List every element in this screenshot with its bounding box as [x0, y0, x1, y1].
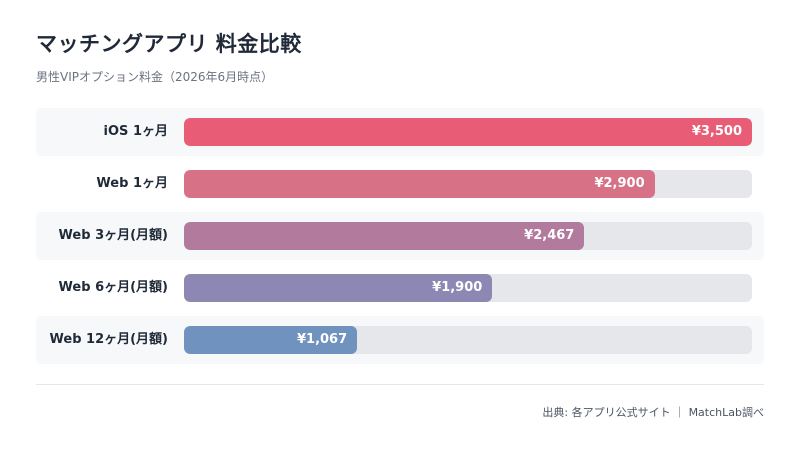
bar-track: ¥2,467 — [184, 222, 752, 250]
bar-row: Web 6ヶ月(月額) ¥1,900 — [36, 264, 764, 312]
bar-value-label: ¥3,500 — [691, 124, 742, 139]
divider — [36, 384, 764, 385]
chart-title: マッチングアプリ 料金比較 — [36, 32, 302, 56]
bar-chart: iOS 1ヶ月 ¥3,500 Web 1ヶ月 ¥2,900 Web 3ヶ月(月額) ¥2,… — [36, 108, 764, 368]
source-note: 出典: 各アプリ公式サイト ｜ MatchLab調べ — [542, 406, 764, 419]
bar-category-label: Web 6ヶ月(月額) — [58, 280, 168, 295]
bar: ¥2,467 — [184, 222, 585, 250]
bar-category-label: Web 3ヶ月(月額) — [58, 228, 168, 243]
bar-value-label: ¥1,900 — [432, 280, 483, 295]
bar-track: ¥3,500 — [184, 118, 752, 146]
bar-value-label: ¥2,467 — [524, 228, 575, 243]
bar-track: ¥1,067 — [184, 326, 752, 354]
bar-row: iOS 1ヶ月 ¥3,500 — [36, 108, 764, 156]
bar: ¥2,900 — [184, 170, 655, 198]
bar-value-label: ¥1,067 — [296, 332, 348, 347]
bar-category-label: iOS 1ヶ月 — [103, 124, 168, 139]
bar-category-label: Web 12ヶ月(月額) — [49, 332, 169, 347]
bar-row: Web 3ヶ月(月額) ¥2,467 — [36, 212, 764, 260]
bar-track: ¥2,900 — [184, 170, 752, 198]
bar: ¥1,900 — [184, 274, 493, 302]
bar-category-label: Web 1ヶ月 — [96, 176, 168, 191]
chart-subtitle: 男性VIPオプション料金（2026年6月時点） — [36, 70, 274, 84]
bar-row: Web 12ヶ月(月額) ¥1,067 — [36, 316, 764, 364]
bar-track: ¥1,900 — [184, 274, 752, 302]
bar-row: Web 1ヶ月 ¥2,900 — [36, 160, 764, 208]
bar: ¥1,067 — [184, 326, 358, 354]
bar-value-label: ¥2,900 — [594, 176, 645, 191]
bar: ¥3,500 — [184, 118, 752, 146]
